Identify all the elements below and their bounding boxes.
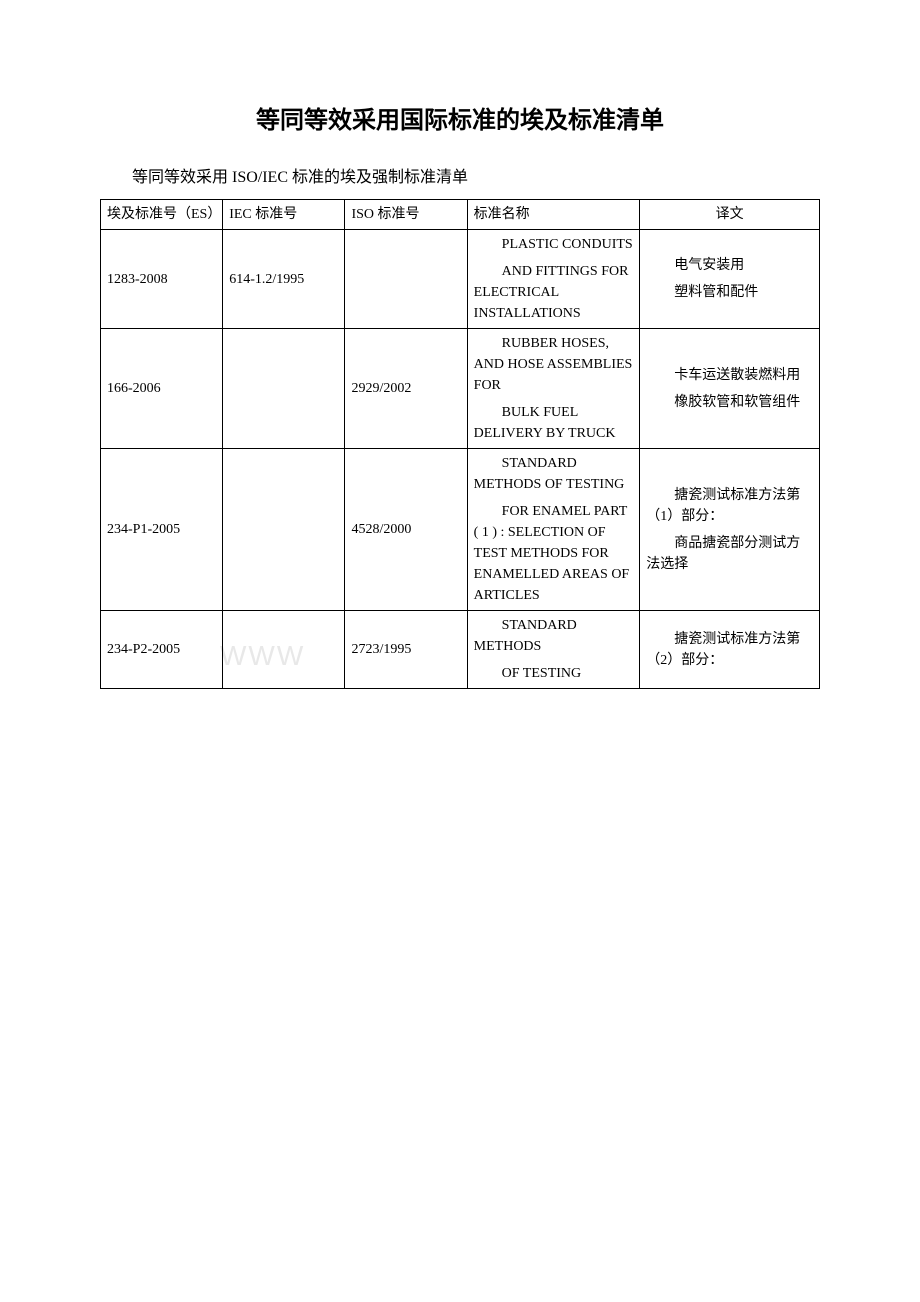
table-row: 234-P2-2005 2723/1995STANDARD METHODSOF T…	[101, 611, 820, 689]
cell-standard-name: STANDARD METHODSOF TESTING	[467, 611, 640, 689]
cell-iec	[223, 611, 345, 689]
header-iec: IEC 标准号	[223, 200, 345, 230]
header-name: 标准名称	[467, 200, 640, 230]
page-title: 等同等效采用国际标准的埃及标准清单	[100, 100, 820, 135]
table-row: 166-2006 2929/2002RUBBER HOSES, AND HOSE …	[101, 329, 820, 449]
cell-iso	[345, 230, 467, 329]
cell-standard-name: PLASTIC CONDUITSAND FITTINGS FOR ELECTRI…	[467, 230, 640, 329]
cell-iso: 4528/2000	[345, 449, 467, 611]
cell-iec	[223, 449, 345, 611]
table-row: 1283-2008614-1.2/1995 PLASTIC CONDUITSAND…	[101, 230, 820, 329]
cell-es: 166-2006	[101, 329, 223, 449]
document-page: 等同等效采用国际标准的埃及标准清单 等同等效采用 ISO/IEC 标准的埃及强制…	[0, 0, 920, 729]
cell-iso: 2723/1995	[345, 611, 467, 689]
cell-standard-name: STANDARD METHODS OF TESTINGFOR ENAMEL PA…	[467, 449, 640, 611]
table-header-row: 埃及标准号（ES） IEC 标准号 ISO 标准号 标准名称 译文	[101, 200, 820, 230]
table-row: 234-P1-2005 4528/2000STANDARD METHODS OF …	[101, 449, 820, 611]
cell-es: 234-P1-2005	[101, 449, 223, 611]
cell-iec: 614-1.2/1995	[223, 230, 345, 329]
cell-translation: 电气安装用塑料管和配件	[640, 230, 820, 329]
header-translation: 译文	[640, 200, 820, 230]
cell-translation: 卡车运送散装燃料用橡胶软管和软管组件	[640, 329, 820, 449]
cell-translation: 搪瓷测试标准方法第（2）部分：	[640, 611, 820, 689]
cell-iso: 2929/2002	[345, 329, 467, 449]
cell-translation: 搪瓷测试标准方法第（1）部分：商品搪瓷部分测试方法选择	[640, 449, 820, 611]
standards-table: 埃及标准号（ES） IEC 标准号 ISO 标准号 标准名称 译文 1283-2…	[100, 199, 820, 689]
cell-es: 234-P2-2005	[101, 611, 223, 689]
header-iso: ISO 标准号	[345, 200, 467, 230]
page-subtitle: 等同等效采用 ISO/IEC 标准的埃及强制标准清单	[100, 163, 820, 187]
cell-es: 1283-2008	[101, 230, 223, 329]
cell-standard-name: RUBBER HOSES, AND HOSE ASSEMBLIES FORBUL…	[467, 329, 640, 449]
header-es: 埃及标准号（ES）	[101, 200, 223, 230]
cell-iec	[223, 329, 345, 449]
table-body: 1283-2008614-1.2/1995 PLASTIC CONDUITSAND…	[101, 230, 820, 689]
